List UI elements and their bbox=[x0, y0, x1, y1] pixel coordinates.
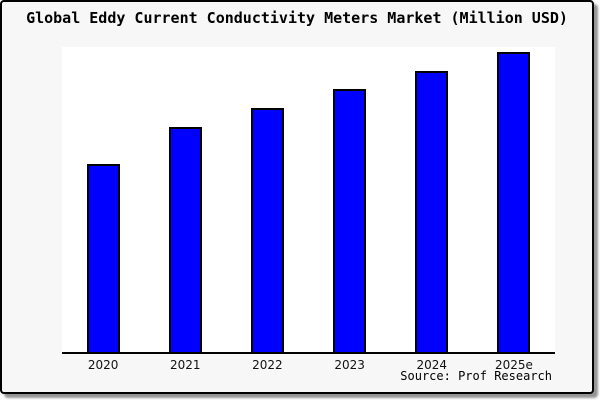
source-note: Source: Prof Research bbox=[400, 369, 552, 383]
x-tick-label-2023: 2023 bbox=[334, 358, 365, 372]
x-tick-label-2020: 2020 bbox=[87, 358, 119, 372]
chart-title: Global Eddy Current Conductivity Meters … bbox=[26, 9, 568, 27]
x-axis-labels: 2020 2021 2022 2023 2024 2025e bbox=[62, 358, 555, 372]
chart-frame: Global Eddy Current Conductivity Meters … bbox=[0, 0, 594, 394]
bar-2024 bbox=[415, 71, 449, 352]
x-tick-label-2025e: 2025e bbox=[494, 358, 533, 372]
bar-2023 bbox=[333, 89, 367, 352]
x-tick-label-2022: 2022 bbox=[252, 358, 283, 372]
plot-area bbox=[62, 47, 555, 354]
bar-2022 bbox=[250, 108, 284, 352]
x-tick-label-2024: 2024 bbox=[416, 358, 448, 372]
bar-2020 bbox=[86, 164, 120, 352]
bar-2025e bbox=[497, 52, 531, 352]
bar-2021 bbox=[168, 127, 202, 352]
x-tick-label-2021: 2021 bbox=[169, 358, 201, 372]
